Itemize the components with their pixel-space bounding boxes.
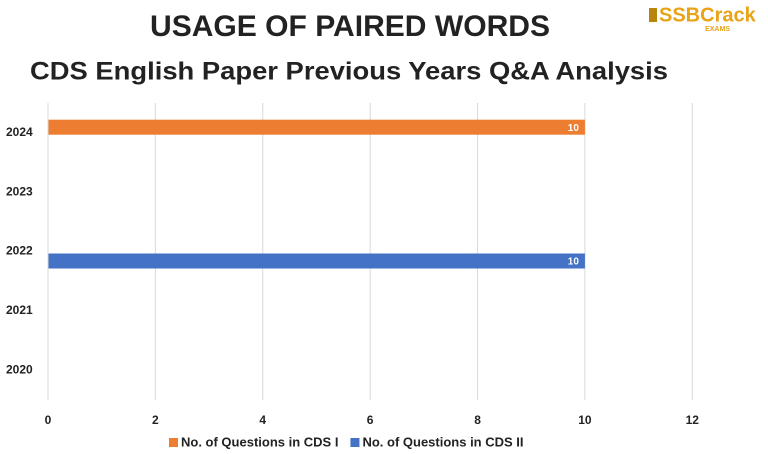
x-tick-label: 4	[259, 413, 266, 427]
legend-label: No. of Questions in CDS II	[362, 434, 523, 449]
data-label: 10	[568, 123, 580, 134]
x-tick-label: 12	[686, 413, 700, 427]
x-tick-label: 10	[578, 413, 592, 427]
chart-title: USAGE OF PAIRED WORDS	[150, 10, 550, 43]
chart-subtitle: CDS English Paper Previous Years Q&A Ana…	[30, 58, 668, 86]
x-tick-label: 2	[152, 413, 159, 427]
y-tick-label: 2020	[6, 362, 33, 376]
legend-label: No. of Questions in CDS I	[181, 434, 338, 449]
logo-icon	[649, 8, 657, 22]
y-tick-label: 2023	[6, 184, 33, 198]
legend-swatch	[350, 438, 360, 447]
x-tick-label: 0	[45, 413, 52, 427]
bar	[48, 253, 585, 269]
logo-tagline: EXAMS	[705, 26, 730, 33]
y-tick-label: 2024	[6, 125, 33, 139]
logo-name: SSBCrack	[659, 4, 757, 26]
x-tick-label: 8	[474, 413, 481, 427]
data-label: 10	[568, 257, 580, 268]
y-tick-label: 2022	[6, 244, 33, 258]
y-tick-label: 2021	[6, 303, 33, 317]
x-tick-label: 6	[367, 413, 374, 427]
bar	[48, 119, 585, 135]
logo: SSBCrack EXAMS	[649, 4, 757, 33]
legend-swatch	[169, 438, 178, 447]
